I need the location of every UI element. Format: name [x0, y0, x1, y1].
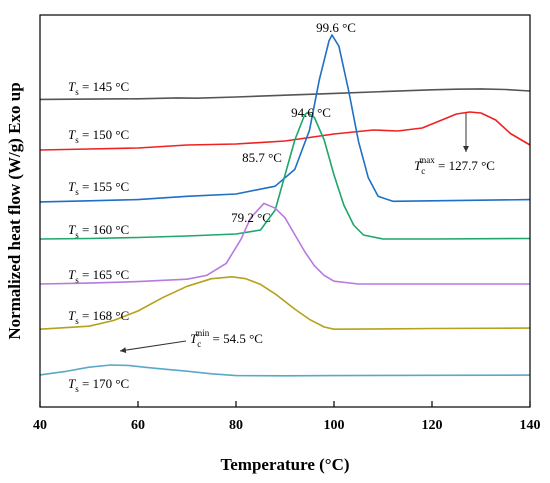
series-line — [39, 202, 530, 285]
curves-layer — [39, 34, 531, 377]
tc-label: Tcmax = 127.7 °C — [414, 155, 495, 176]
x-axis: 40 60 80 100 120 140 — [33, 401, 541, 433]
x-tick-label: 100 — [324, 418, 345, 433]
x-tick-label: 80 — [229, 418, 243, 433]
curve-label: Ts = 160 °C — [68, 222, 129, 240]
tc-min-arrow — [119, 340, 187, 354]
tc-label: Tcmin = 54.5 °C — [190, 328, 263, 349]
curve-label: Ts = 168 °C — [68, 308, 129, 326]
x-tick-label: 60 — [131, 418, 145, 433]
x-tick-label: 120 — [422, 418, 443, 433]
curve-labels-layer: Ts = 145 °C Ts = 150 °C Ts = 155 °C Ts = 16… — [68, 79, 129, 394]
peak-label: 94.6 °C — [291, 105, 331, 120]
curve-label: Ts = 170 °C — [68, 376, 129, 394]
peak-label: 85.7 °C — [242, 150, 282, 165]
plot-frame — [39, 14, 531, 408]
series-line — [39, 88, 531, 101]
curve-label: Ts = 155 °C — [68, 179, 129, 197]
peak-label: 79.2 °C — [231, 210, 271, 225]
series-line — [39, 111, 531, 151]
curve-label: Ts = 150 °C — [68, 127, 129, 145]
curve-label: Ts = 165 °C — [68, 267, 129, 285]
x-tick-label: 140 — [520, 418, 541, 433]
curve-label: Ts = 145 °C — [68, 79, 129, 97]
series-line — [39, 364, 531, 377]
annotations-layer: 99.6 °C 94.6 °C 85.7 °C 79.2 °C Tcmax = 127.… — [119, 20, 495, 354]
series-line — [39, 34, 531, 203]
x-axis-title: Temperature (°C) — [220, 455, 349, 474]
x-tick-label: 40 — [33, 418, 47, 433]
peak-label: 99.6 °C — [316, 20, 356, 35]
series-line — [39, 276, 531, 330]
series-line — [39, 111, 531, 240]
y-axis-title: Normalized heat flow (W/g) Exo up — [5, 82, 24, 339]
